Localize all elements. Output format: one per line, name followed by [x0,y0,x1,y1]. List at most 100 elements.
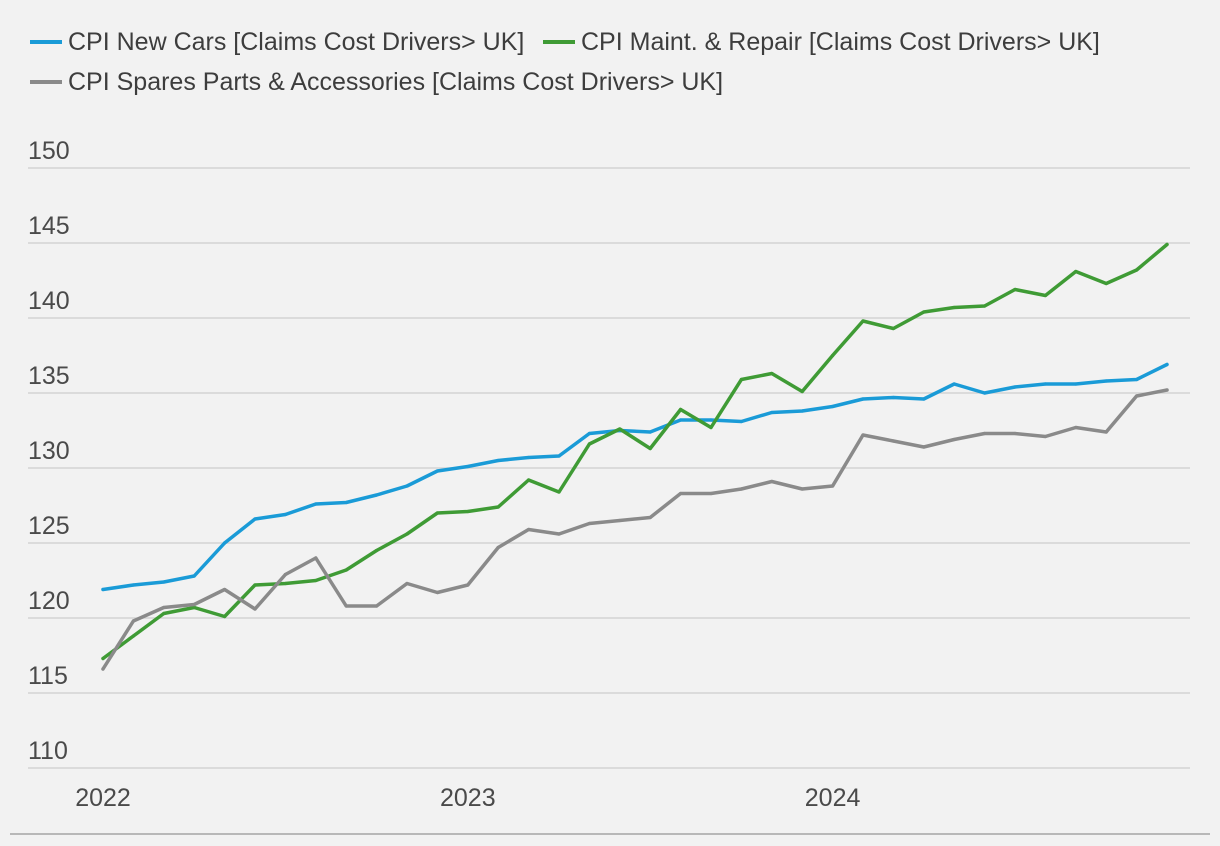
data-point-2-1 [131,634,135,638]
data-point-2-19 [679,407,683,412]
data-point-1-19 [679,418,683,422]
series-2 [101,242,1169,661]
data-point-1-18 [648,430,652,434]
x-axis: 2022 2023 2024 [75,784,860,812]
data-point-3-0 [101,667,105,671]
series-1 [101,362,1169,592]
data-point-1-7 [314,502,318,506]
y-axis: 110 115 120 125 130 135 140 145 150 [28,137,70,765]
data-point-3-13 [496,545,500,550]
legend-label-1: CPI New Cars [Claims Cost Drivers> UK] [68,28,524,56]
data-point-1-9 [375,493,379,497]
data-point-3-22 [770,479,774,484]
data-point-3-1 [131,619,135,623]
data-point-3-7 [314,556,318,560]
data-point-1-33 [1104,379,1108,383]
data-point-1-20 [709,418,713,422]
data-point-1-6 [283,512,287,517]
y-tick-label-130: 130 [28,437,70,465]
data-point-3-14 [527,527,531,532]
data-point-3-32 [1074,425,1078,430]
legend: CPI New Cars [Claims Cost Drivers> UK] CP… [30,28,1100,96]
data-point-2-7 [314,578,318,583]
data-point-2-4 [223,614,227,619]
data-point-2-34 [1135,268,1139,272]
data-point-1-14 [527,455,531,460]
data-point-1-4 [223,541,227,545]
data-point-2-14 [527,478,531,482]
data-point-3-23 [800,487,804,491]
data-point-3-19 [679,491,683,496]
x-tick-label-2024: 2024 [805,784,861,812]
series-3 [101,388,1169,671]
data-point-1-3 [192,574,196,578]
data-point-3-18 [648,515,652,520]
legend-item-1: CPI New Cars [Claims Cost Drivers> UK] [30,28,524,56]
data-point-3-5 [253,607,257,611]
data-point-2-20 [709,425,713,430]
data-point-2-35 [1165,242,1169,247]
data-point-1-34 [1135,377,1139,382]
data-point-2-16 [587,442,592,446]
data-point-3-16 [587,521,592,526]
data-point-1-13 [496,458,500,463]
data-point-3-27 [922,445,926,449]
data-point-1-2 [162,580,166,584]
data-point-3-15 [557,532,561,536]
legend-item-2: CPI Maint. & Repair [Claims Cost Drivers… [543,28,1100,56]
data-point-3-31 [1043,434,1047,439]
data-point-3-33 [1104,430,1108,434]
data-point-3-21 [739,487,744,491]
data-point-1-31 [1043,382,1047,386]
data-point-2-24 [831,353,835,358]
data-point-2-21 [739,377,744,382]
data-point-3-30 [1013,431,1017,436]
y-tick-label-140: 140 [28,287,70,315]
data-point-1-35 [1165,362,1169,367]
data-point-1-5 [253,517,257,521]
data-point-3-9 [375,604,379,608]
data-point-1-1 [131,583,135,587]
series-line-1 [101,362,1169,592]
y-tick-label-145: 145 [28,212,70,240]
data-point-2-31 [1043,293,1047,298]
data-point-1-8 [344,500,348,505]
data-point-1-28 [952,382,956,386]
data-point-1-15 [557,454,561,458]
data-point-2-18 [648,446,652,451]
series-line-2 [101,242,1169,661]
data-point-2-27 [922,310,926,314]
data-point-2-5 [253,583,257,587]
series-group [101,242,1169,671]
y-tick-label-150: 150 [28,137,70,165]
grid [28,167,1190,769]
data-point-3-29 [983,431,987,436]
data-point-2-8 [344,568,348,572]
data-point-3-34 [1135,394,1139,398]
data-point-1-30 [1013,385,1017,389]
data-point-1-16 [587,431,592,436]
data-point-2-10 [405,532,409,536]
data-point-2-9 [375,548,379,553]
data-point-1-11 [435,469,439,473]
data-point-3-2 [162,605,166,610]
x-tick-label-2023: 2023 [440,784,496,812]
data-point-1-10 [405,484,409,488]
data-point-2-6 [283,581,287,586]
data-point-2-17 [618,427,622,431]
data-point-3-11 [435,590,439,595]
legend-label-2: CPI Maint. & Repair [Claims Cost Drivers… [581,28,1100,56]
data-point-2-33 [1104,281,1108,286]
data-point-3-3 [192,602,196,607]
data-point-1-22 [770,410,774,415]
data-point-3-4 [223,587,227,592]
data-point-1-27 [922,397,926,401]
data-point-2-15 [557,490,561,494]
data-point-2-22 [770,371,774,376]
data-point-3-12 [466,583,470,587]
data-point-2-13 [496,505,500,509]
data-point-3-20 [709,491,713,496]
legend-label-3: CPI Spares Parts & Accessories [Claims C… [68,68,723,96]
